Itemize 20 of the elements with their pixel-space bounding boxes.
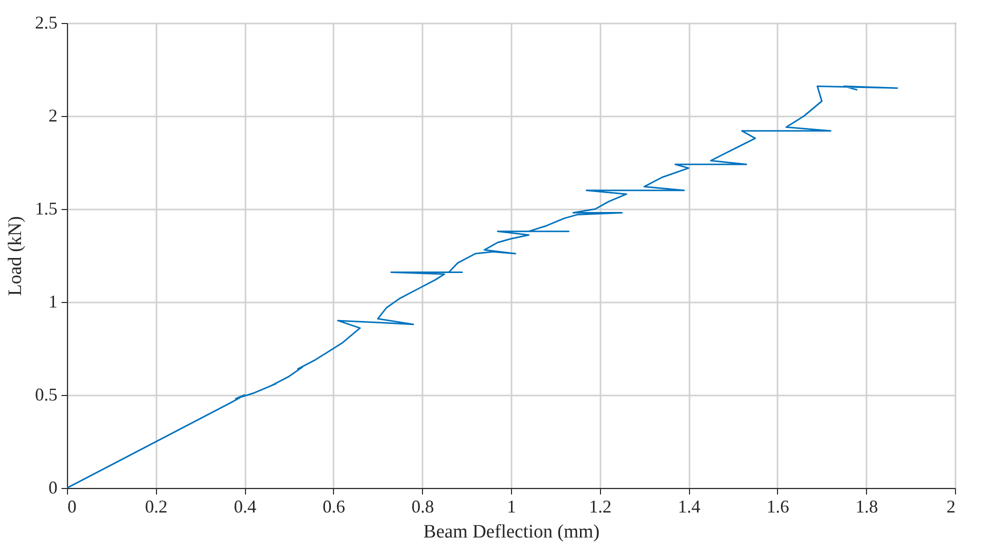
line-series — [67, 85, 898, 488]
y-tick-label: 0 — [48, 478, 58, 498]
y-tick-label: 0.5 — [35, 384, 58, 404]
x-tick-label: 1 — [507, 496, 516, 516]
x-axis-title: Beam Deflection (mm) — [423, 522, 600, 542]
x-tick-label: 0.4 — [234, 496, 256, 516]
y-tick-label: 1.5 — [35, 198, 58, 218]
x-tick-label: 0.2 — [145, 496, 168, 516]
x-tick-label: 0.8 — [411, 496, 434, 516]
y-tick-label: 2.5 — [35, 12, 58, 32]
x-tick-label: 0 — [68, 496, 76, 516]
x-tick-label: 1.2 — [589, 496, 612, 516]
x-tick-label: 0.6 — [322, 496, 346, 516]
x-tick-label: 2 — [946, 496, 956, 516]
y-tick-label: 2 — [48, 106, 58, 126]
x-tick-label: 1.4 — [678, 496, 700, 516]
x-tick-label: 1.8 — [855, 496, 878, 516]
x-tick-label: 1.6 — [766, 496, 790, 516]
y-axis-title: Load (kN) — [5, 216, 26, 296]
y-tick-label: 1 — [48, 292, 58, 312]
